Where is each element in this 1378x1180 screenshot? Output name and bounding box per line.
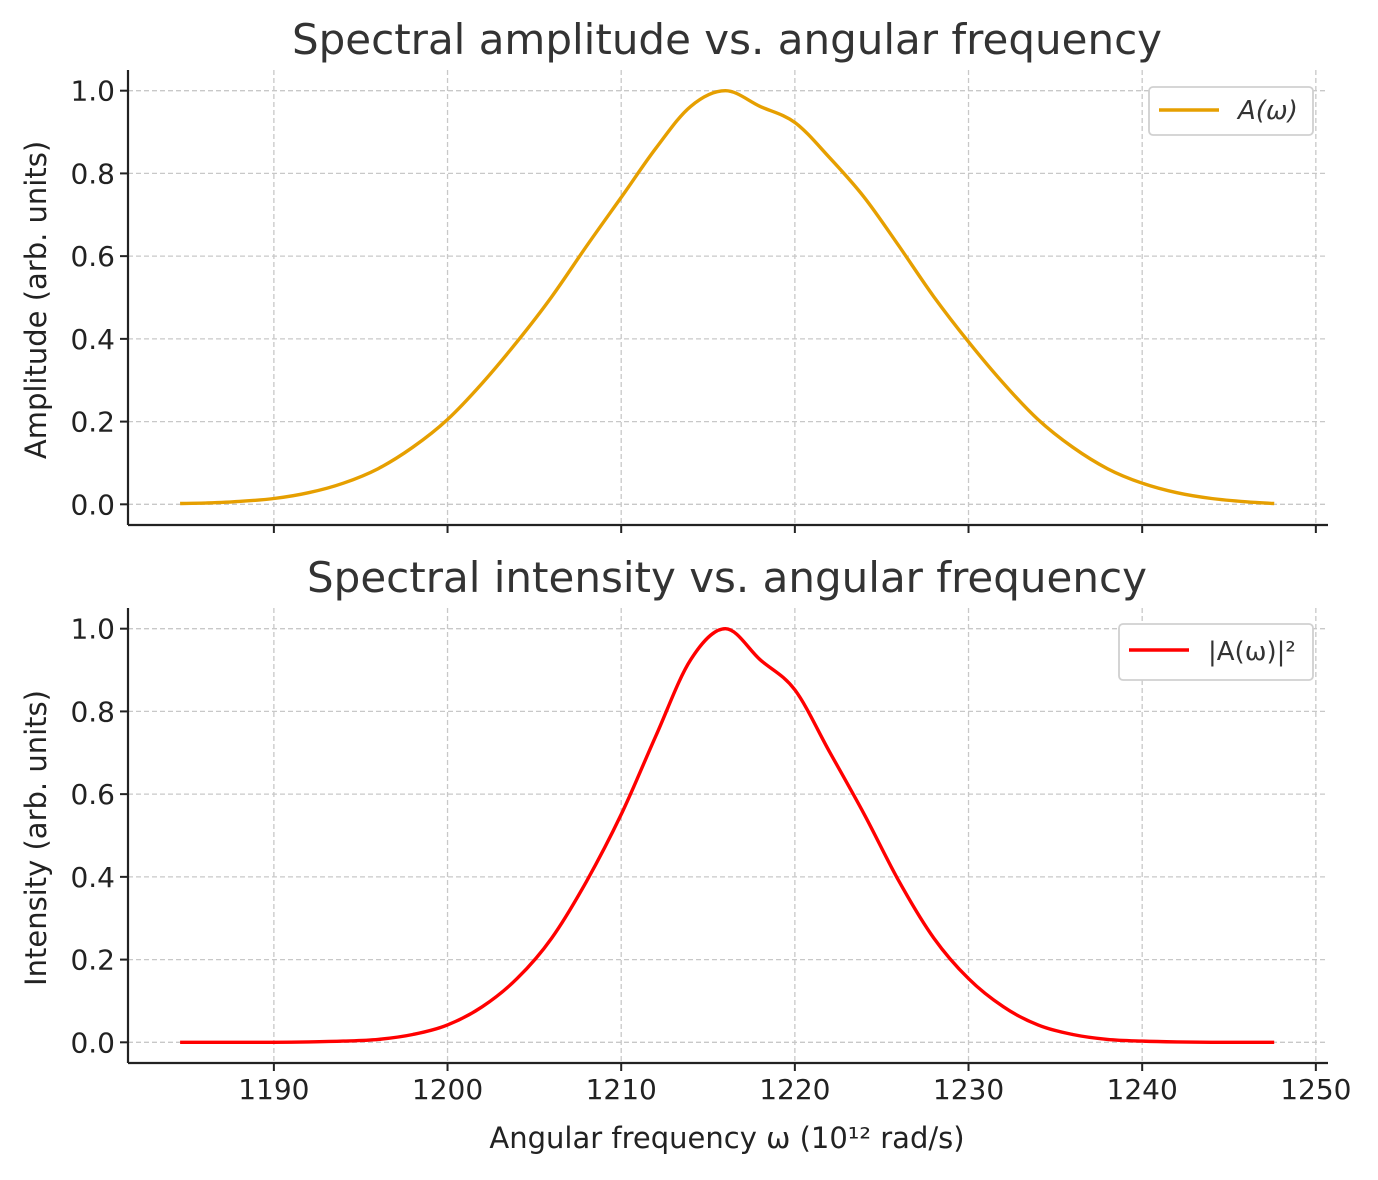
- amplitude-legend-box: [1148, 86, 1314, 136]
- amplitude-axes: [126, 70, 1328, 527]
- intensity-x-tick-label: 1250: [1280, 1073, 1351, 1106]
- amplitude-chart-title: Spectral amplitude vs. angular frequency: [292, 15, 1162, 64]
- intensity-y-tick-label: 0.4: [70, 861, 115, 894]
- intensity-x-tick-label: 1220: [759, 1073, 830, 1106]
- intensity-x-tick-label: 1200: [412, 1073, 483, 1106]
- intensity-x-tick-label: 1240: [1107, 1073, 1178, 1106]
- intensity-x-axis-label: Angular frequency ω (10¹² rad/s): [489, 1121, 964, 1155]
- amplitude-y-tick-label: 0.4: [70, 323, 115, 356]
- intensity-x-tick-label: 1210: [586, 1073, 657, 1106]
- amplitude-ticks: 0.0 0.2 0.4 0.6 0.8 1.0: [70, 75, 1317, 533]
- intensity-y-tick-label: 0.8: [70, 695, 115, 728]
- intensity-series: [180, 627, 1275, 1045]
- amplitude-y-tick-label: 0.0: [70, 488, 115, 521]
- amplitude-chart-panel: Spectral amplitude vs. angular frequency…: [19, 15, 1328, 533]
- intensity-x-tick-label: 1190: [238, 1073, 309, 1106]
- intensity-axes: [126, 608, 1328, 1065]
- intensity-legend-box: [1118, 623, 1314, 681]
- intensity-y-tick-label: 1.0: [70, 613, 115, 646]
- intensity-ticks: 0.0 0.2 0.4 0.6 0.8 1.0 1190 1200 1210 1220 1230 12…: [70, 613, 1351, 1106]
- amplitude-legend-label: A(ω): [1236, 96, 1298, 126]
- amplitude-series: [180, 89, 1275, 506]
- intensity-y-axis-label: Intensity (arb. units): [19, 690, 53, 986]
- intensity-series-line: [180, 627, 1275, 1045]
- intensity-chart-title: Spectral intensity vs. angular frequency: [307, 553, 1147, 602]
- intensity-x-tick-label: 1230: [933, 1073, 1004, 1106]
- intensity-y-tick-label: 0.6: [70, 778, 115, 811]
- intensity-legend: |A(ω)|²: [1118, 623, 1314, 681]
- amplitude-y-tick-label: 1.0: [70, 75, 115, 108]
- amplitude-y-axis-label: Amplitude (arb. units): [19, 141, 53, 459]
- amplitude-y-tick-label: 0.2: [70, 406, 115, 439]
- intensity-y-tick-label: 0.0: [70, 1026, 115, 1059]
- amplitude-legend: A(ω): [1148, 86, 1314, 136]
- intensity-chart-panel: Spectral intensity vs. angular frequency…: [19, 553, 1351, 1155]
- amplitude-y-tick-label: 0.8: [70, 157, 115, 190]
- amplitude-y-tick-label: 0.6: [70, 240, 115, 273]
- intensity-y-tick-label: 0.2: [70, 944, 115, 977]
- intensity-legend-label: |A(ω)|²: [1208, 637, 1296, 667]
- amplitude-grid: [128, 70, 1328, 525]
- amplitude-series-line: [180, 89, 1275, 506]
